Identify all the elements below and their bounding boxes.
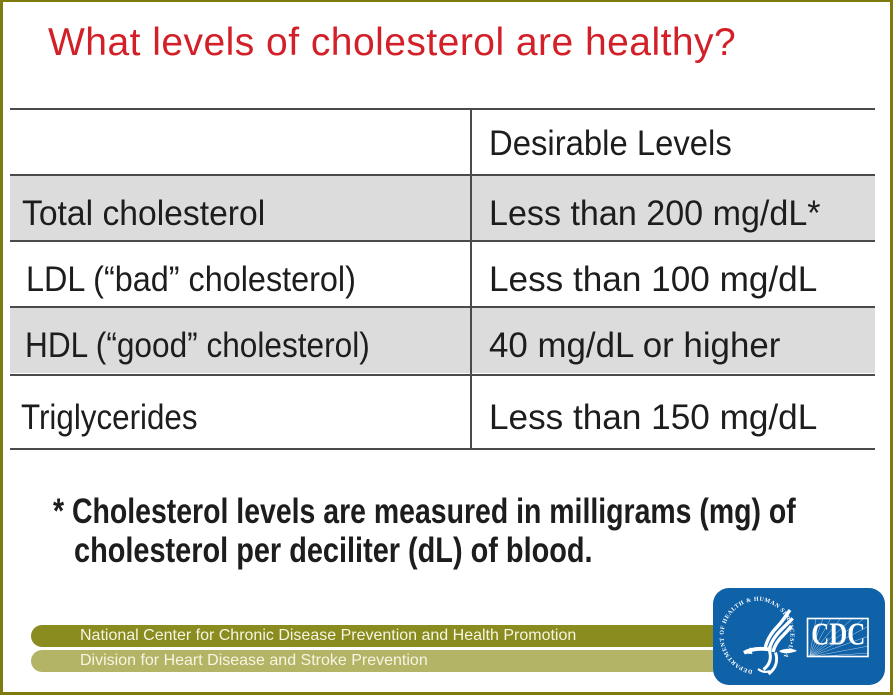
svg-text:CDC: CDC xyxy=(811,616,865,652)
